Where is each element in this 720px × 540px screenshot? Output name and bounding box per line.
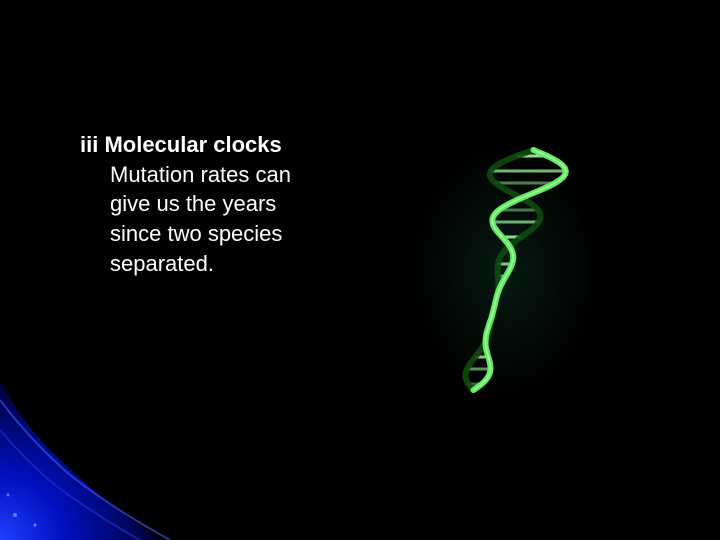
slide-body: Mutation rates can give us the years sin…: [110, 160, 330, 279]
slide-text-block: iii Molecular clocks Mutation rates can …: [80, 130, 330, 278]
dna-illustration: [410, 140, 600, 400]
slide-heading: iii Molecular clocks: [80, 130, 330, 160]
corner-accent-graphic: [0, 340, 200, 540]
